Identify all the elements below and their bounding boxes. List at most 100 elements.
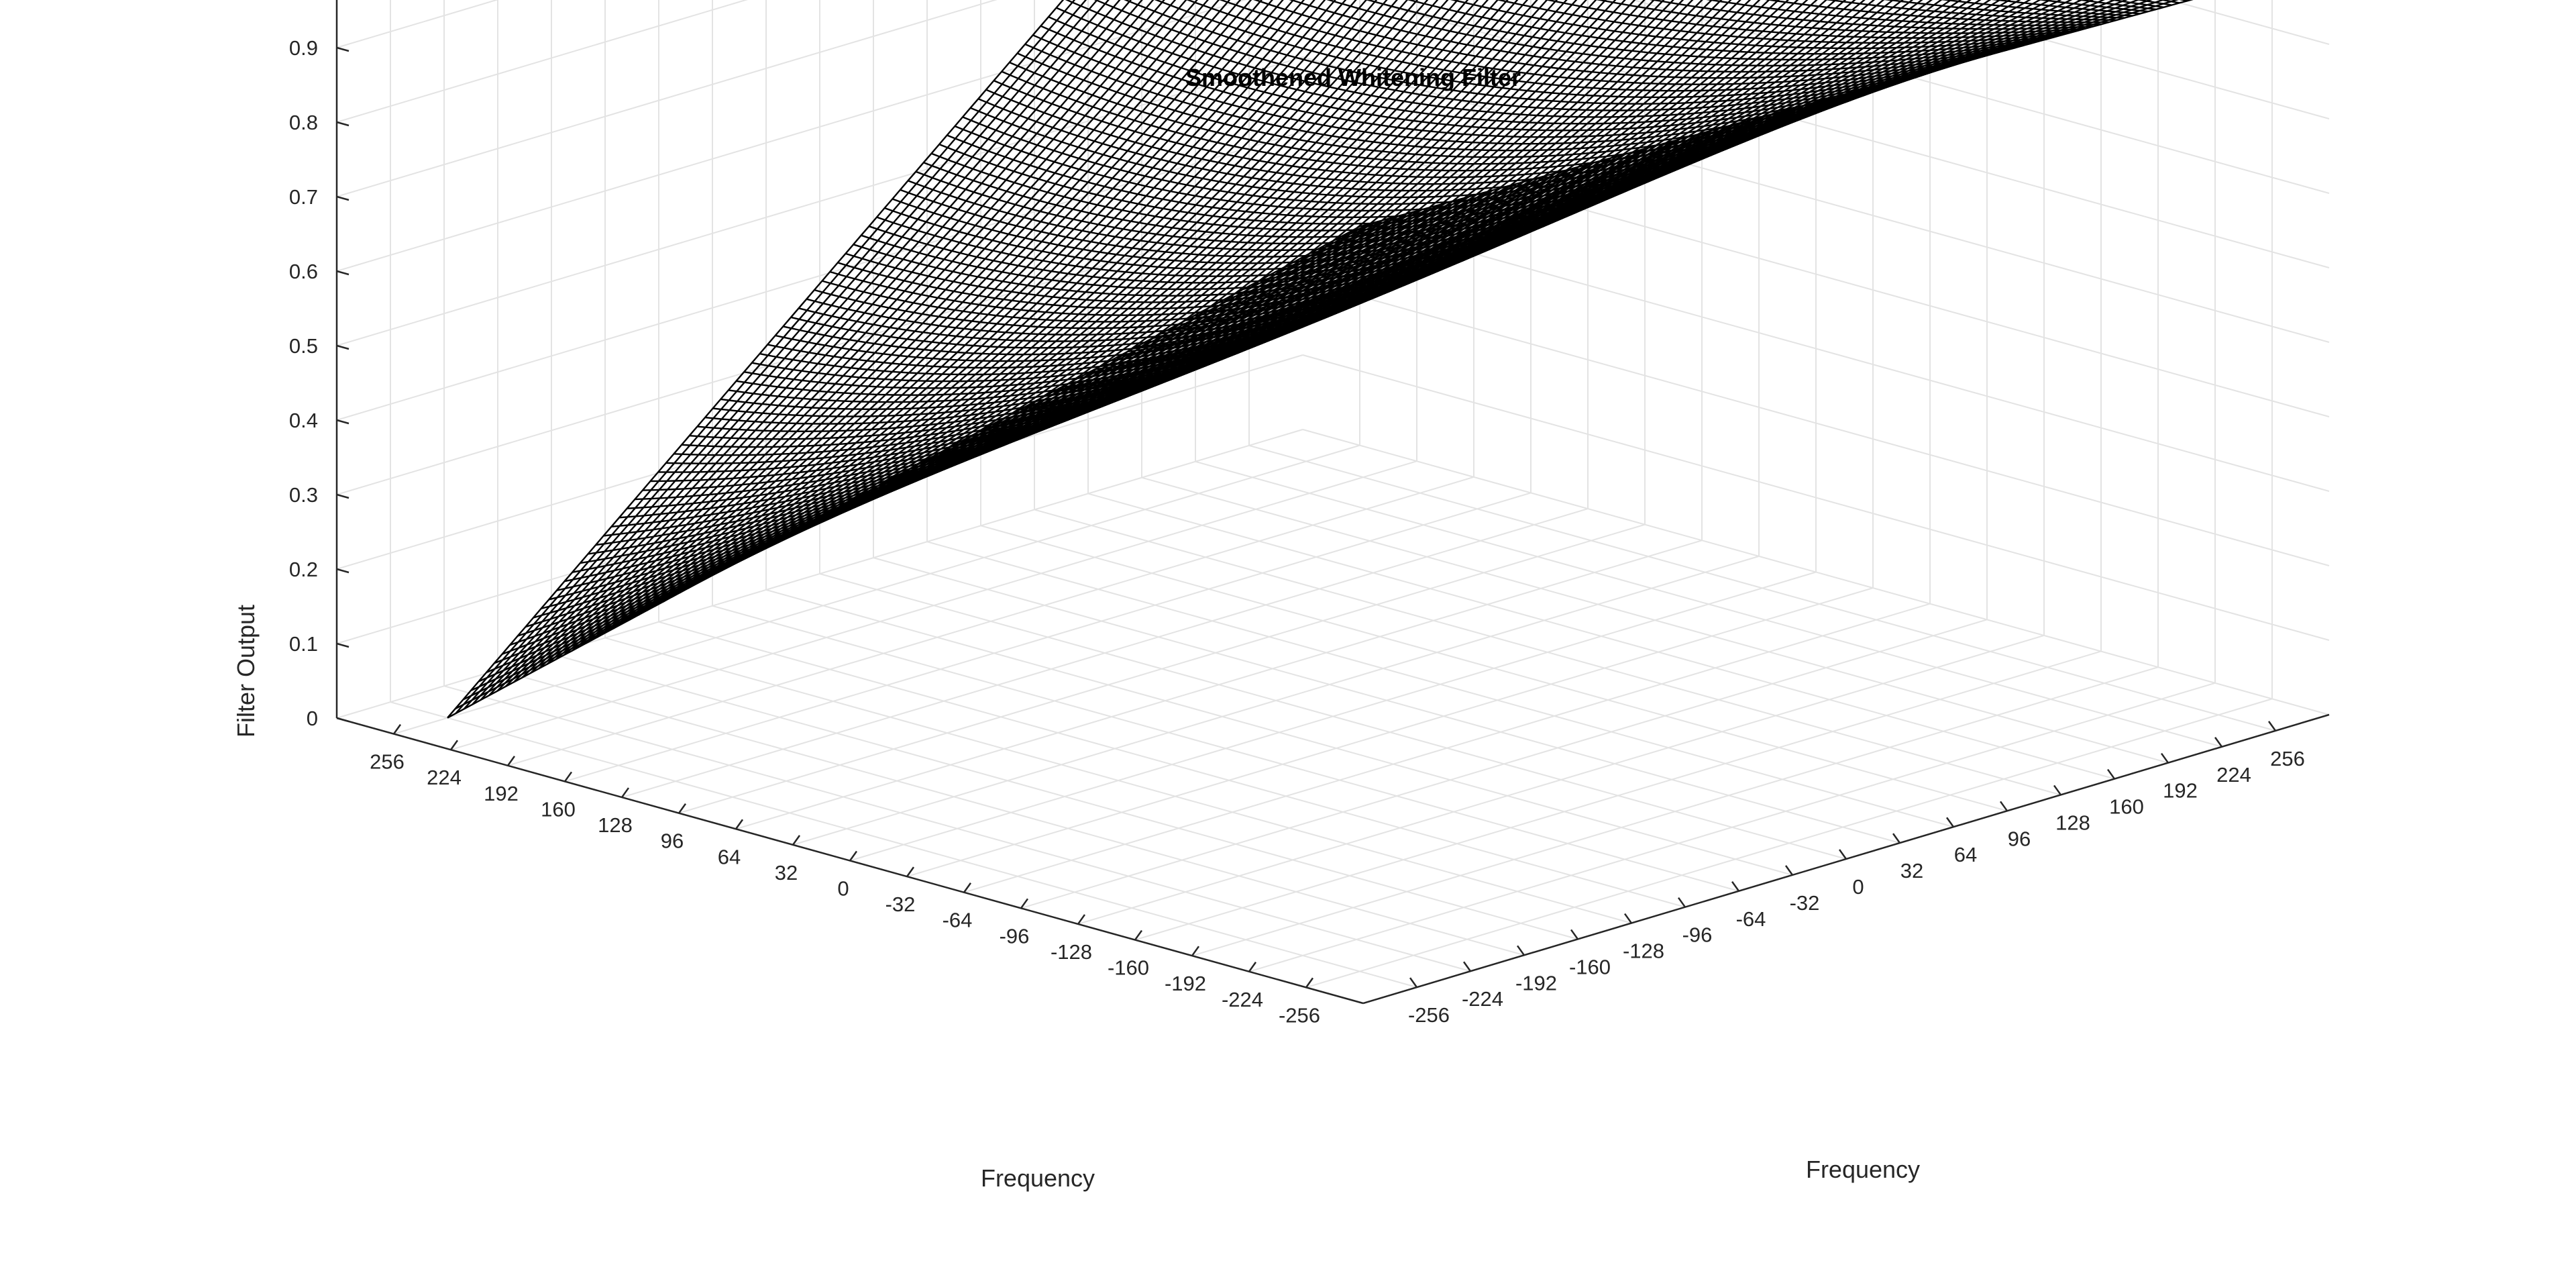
surface-mesh-line: [828, 0, 1548, 513]
x-tick-label: -32: [885, 893, 916, 916]
y-tick-label: 32: [1900, 859, 1923, 882]
y-tick-mark: [1892, 833, 1901, 844]
x-tick-label: 0: [837, 877, 849, 901]
surface-mesh-line: [729, 0, 1429, 567]
surface-mesh-line: [1883, 0, 2125, 19]
x-tick-mark: [735, 819, 744, 830]
surface-mesh-line: [554, 0, 1210, 661]
surface-mesh-line: [546, 0, 1198, 665]
y-tick-mark: [2053, 784, 2062, 796]
surface-mesh-line: [488, 0, 1121, 697]
surface-mesh-line: [837, 0, 1558, 509]
grid-line: [1248, 444, 2276, 731]
surface-mesh-line: [1119, 0, 1885, 357]
surface-mesh-line: [1649, 0, 2094, 30]
z-tick-label: 0.2: [289, 558, 318, 581]
z-tick-label: 0.7: [289, 185, 318, 209]
y-tick-mark: [1570, 929, 1579, 940]
surface-mesh-line: [720, 0, 1419, 572]
z-tick-mark: [336, 46, 350, 52]
surface-mesh-line: [455, 0, 1076, 714]
z-tick-mark: [336, 568, 350, 574]
y-tick-mark: [1784, 865, 1794, 876]
grid-line: [1302, 280, 2330, 566]
x-tick-label: 64: [718, 845, 741, 868]
surface-mesh-line: [463, 0, 1087, 710]
surface-mesh-line: [679, 0, 1368, 594]
grid-line: [765, 589, 1793, 876]
surface-mesh-line: [612, 0, 1284, 629]
x-tick-mark: [963, 882, 972, 893]
surface-mesh-line: [637, 0, 1316, 616]
y-tick-label: 224: [2216, 763, 2251, 787]
grid-line: [1899, 0, 2330, 119]
grid-line: [980, 525, 2008, 812]
surface-mesh-line: [513, 0, 1155, 683]
grid-line: [390, 701, 1417, 989]
surface-mesh-line: [654, 0, 1336, 607]
surface-mesh-line: [571, 0, 1231, 652]
grid-line: [1302, 354, 2330, 641]
x-tick-mark: [506, 756, 516, 766]
x-tick-label: -160: [1108, 956, 1149, 980]
y-tick-mark: [1999, 801, 2008, 812]
surface-mesh-line: [538, 0, 1187, 670]
surface-mesh-line: [588, 0, 1252, 643]
x-axis-label: Frequency: [981, 1164, 1095, 1192]
x-tick-mark: [906, 866, 915, 877]
y-tick-mark: [1677, 897, 1686, 908]
x-tick-label: -192: [1165, 972, 1206, 995]
x-tick-mark: [678, 803, 687, 814]
surface-mesh-line: [1152, 0, 1923, 340]
y-tick-label: 256: [2270, 747, 2305, 770]
surface-mesh-line: [496, 0, 1132, 692]
z-axis-label: Filter Output: [232, 605, 260, 738]
grid-line: [658, 621, 1686, 908]
surface-mesh-line: [1359, 0, 2194, 227]
grid-line: [819, 573, 1847, 860]
surface-mesh-line: [580, 0, 1242, 648]
y-tick-label: 160: [2109, 795, 2144, 819]
surface-mesh-line: [646, 0, 1326, 612]
surface-mesh-line: [687, 0, 1378, 589]
surface-mesh-line: [770, 0, 1479, 545]
z-tick-label: 0.8: [289, 111, 318, 134]
z-tick-label: 0.9: [289, 36, 318, 60]
surface-mesh-line: [521, 0, 1165, 678]
surface-mesh-line: [820, 0, 1538, 518]
surface-mesh-line: [754, 0, 1459, 554]
chart-title: Smoothened Whitening Filter: [1185, 64, 1521, 91]
grid-layer: [336, 0, 2330, 989]
x-tick-mark: [1191, 946, 1200, 956]
x-tick-label: -256: [1279, 1003, 1320, 1027]
x-tick-mark: [449, 740, 459, 750]
grid-line: [1631, 0, 2330, 194]
x-tick-label: -64: [943, 909, 973, 932]
grid-line: [336, 354, 1303, 644]
surface-mesh-line: [596, 0, 1263, 638]
x-tick-label: 160: [541, 797, 576, 821]
surface-mesh: [447, 0, 2194, 719]
x-tick-mark: [849, 850, 858, 862]
y-tick-label: -128: [1623, 940, 1664, 963]
x-tick-label: 128: [598, 813, 633, 837]
surface-mesh-line: [504, 0, 1143, 687]
surface-mesh-line: [604, 0, 1273, 634]
y-tick-mark: [2214, 737, 2223, 748]
z-tick-mark: [336, 121, 350, 127]
surface-mesh-line: [745, 0, 1449, 558]
y-tick-label: -96: [1682, 923, 1713, 947]
y-tick-label: 128: [2055, 811, 2090, 834]
x-tick-label: 224: [427, 766, 462, 789]
grid-line: [1087, 493, 2115, 780]
surface-mesh-line: [1706, 0, 2102, 26]
z-tick-mark: [336, 493, 350, 499]
surface-mesh-line: [1824, 0, 2117, 21]
x-tick-mark: [1305, 977, 1314, 989]
surface-mesh-line: [472, 0, 1099, 705]
y-tick-mark: [2106, 768, 2116, 780]
surface-mesh-line: [696, 0, 1388, 585]
z-tick-label: 0: [307, 707, 318, 730]
